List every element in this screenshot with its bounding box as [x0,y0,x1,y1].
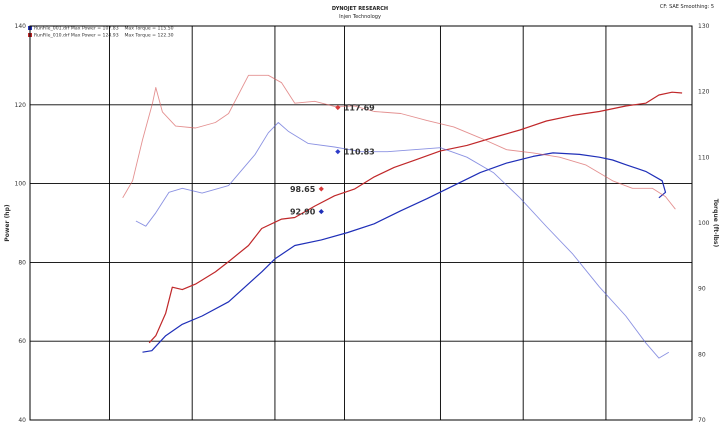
right-tick-label: 70 [698,417,706,424]
series-line-2 [135,122,670,359]
right-tick-label: 130 [698,23,710,30]
legend-file: RunFile_010.drf [34,33,70,39]
marker-label-0: 117.69 [344,104,375,113]
left-tick-label: 120 [15,102,27,109]
marker-diamond-1 [335,149,341,155]
legend-file: RunFile_001.drf [34,26,70,32]
y-axis-title-right: Torque (ft-lbs) [712,199,719,248]
legend-max-torque: Max Torque = 122.30 [124,33,174,39]
marker-label-1: 110.83 [344,148,375,157]
legend-max-torque: Max Torque = 115.50 [124,26,174,32]
left-tick-label: 60 [18,338,26,345]
plot-frame [29,25,693,421]
right-tick-label: 100 [698,220,710,227]
marker-diamond-0 [335,104,341,111]
right-tick-label: 80 [698,351,706,358]
left-tick-label: 100 [15,181,27,188]
marker-label-2: 98.65 [290,185,316,194]
series-line-0 [142,152,667,353]
legend-max-power: Max Power = 107.83 [70,26,119,32]
y-axis-title-left: Power (hp) [4,204,11,241]
marker-diamond-2 [318,186,324,192]
legend-max-power: Max Power = 124.93 [70,33,119,39]
marker-label-3: 92.90 [290,208,316,217]
marker-diamond-3 [318,208,324,215]
series-line-3 [122,74,676,210]
left-tick-label: 40 [18,417,26,424]
chart-title: DYNOJET RESEARCH [331,6,389,12]
chart-subtitle: Injen Technology [339,14,381,20]
right-tick-label: 120 [698,89,710,96]
right-tick-label: 90 [698,286,706,293]
right-tick-label: 110 [698,154,710,161]
left-tick-label: 80 [18,259,26,266]
series-line-1 [148,91,683,344]
settings-label: CF: SAE Smoothing: 5 [659,4,714,10]
left-tick-label: 140 [15,23,27,30]
